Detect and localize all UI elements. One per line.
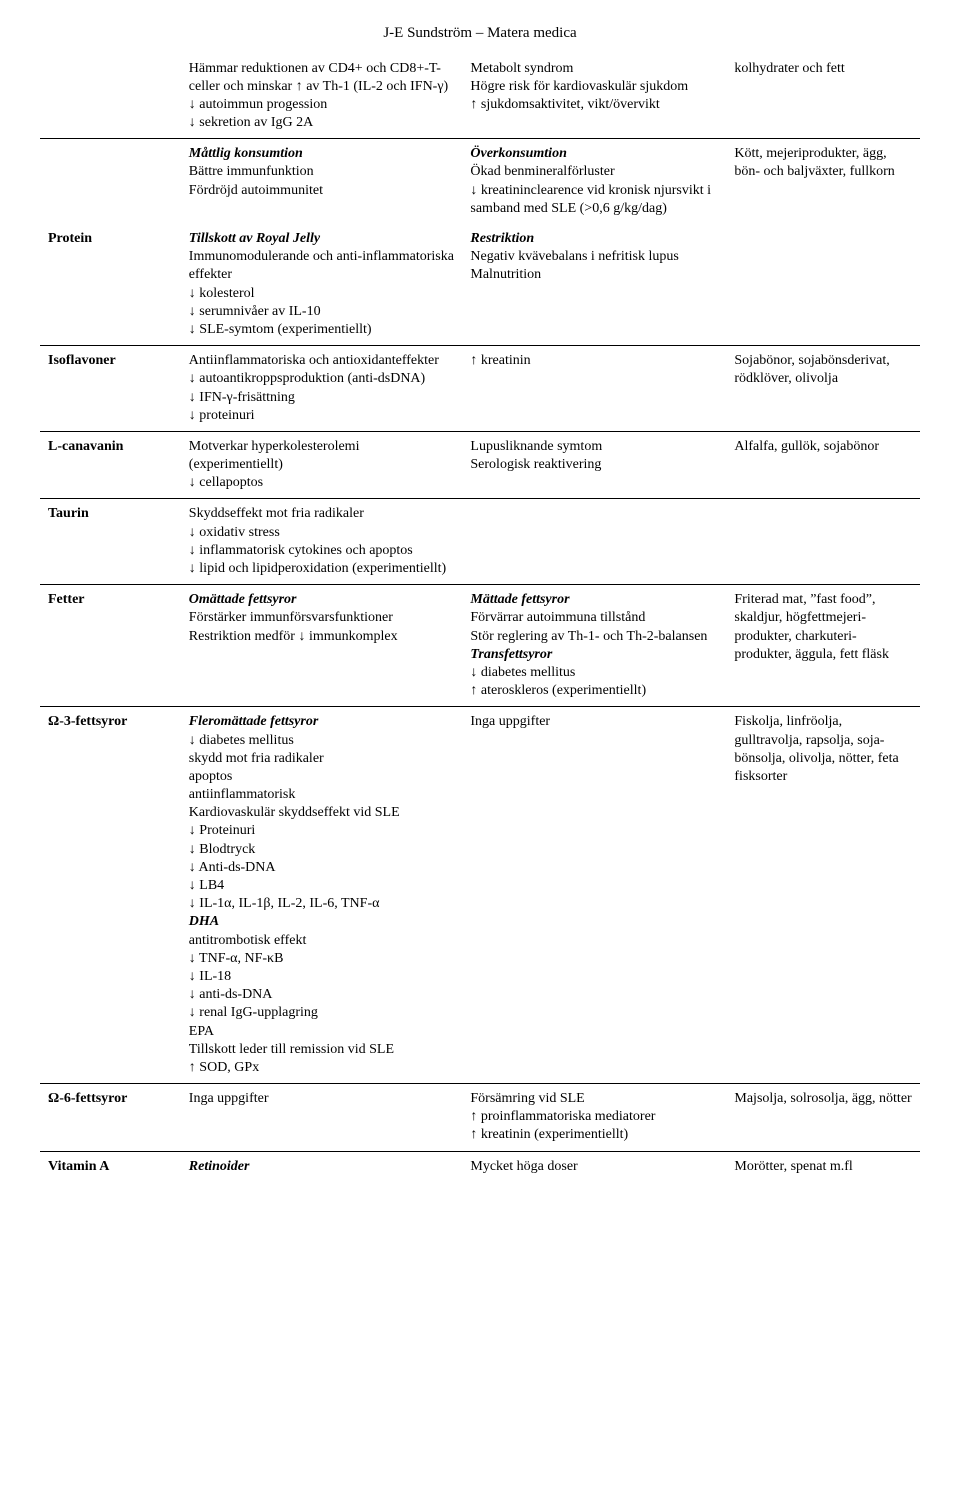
table-row: Hämmar reduktionen av CD4+ och CD8+-T-ce… bbox=[40, 54, 920, 139]
cell-content: Hämmar reduktionen av CD4+ och CD8+-T-ce… bbox=[189, 60, 455, 133]
cell-content: Mycket höga doser bbox=[470, 1158, 718, 1176]
cell-content: Alfalfa, gullök, sojabönor bbox=[734, 438, 912, 456]
table-cell: Sojabönor, sojabönsderivat, rödklöver, o… bbox=[726, 346, 920, 432]
table-cell: Protein bbox=[40, 224, 181, 346]
table-row: Vitamin A Retinoider Mycket höga doser Morö… bbox=[40, 1151, 920, 1182]
table-cell: Inga uppgifter bbox=[462, 707, 726, 1084]
cell-content: L-canavanin bbox=[48, 438, 173, 456]
table-cell: Mättade fettsyror Förvärrar autoimmuna t… bbox=[462, 585, 726, 707]
table-cell: Fiskolja, linfröolja, gulltravolja, raps… bbox=[726, 707, 920, 1084]
cell-content: Protein bbox=[48, 230, 173, 248]
cell-content: Skyddseffekt mot fria radikaler ↓ oxidat… bbox=[189, 505, 455, 578]
cell-content: ↑ kreatinin bbox=[470, 352, 718, 370]
table-cell bbox=[40, 139, 181, 224]
table-cell: Morötter, spenat m.fl bbox=[726, 1151, 920, 1182]
cell-content: Friterad mat, ”fast food”, skaldjur, hög… bbox=[734, 591, 912, 664]
cell-content: Inga uppgifter bbox=[470, 713, 718, 731]
cell-content: Överkonsumtion Ökad benmineralförluster … bbox=[470, 145, 718, 218]
cell-content: Retinoider bbox=[189, 1158, 455, 1176]
cell-content: Isoflavoner bbox=[48, 352, 173, 370]
cell-content: Motverkar hyperkolesterolemi (experiment… bbox=[189, 438, 455, 493]
table-cell: Omättade fettsyror Förstärker immunförsv… bbox=[181, 585, 463, 707]
table-cell: Motverkar hyperkolesterolemi (experiment… bbox=[181, 431, 463, 499]
table-cell: Fleromättade fettsyror ↓ diabetes mellit… bbox=[181, 707, 463, 1084]
cell-content: Mättade fettsyror Förvärrar autoimmuna t… bbox=[470, 591, 718, 700]
table-cell: Metabolt syndrom Högre risk för kardiova… bbox=[462, 54, 726, 139]
table-cell bbox=[726, 224, 920, 346]
table-cell: Antiinflammatoriska och antioxidanteffek… bbox=[181, 346, 463, 432]
table-cell: Isoflavoner bbox=[40, 346, 181, 432]
table-row: Protein Tillskott av Royal Jelly Immunomo… bbox=[40, 224, 920, 346]
table-cell bbox=[462, 499, 726, 585]
cell-content: Restriktion Negativ kvävebalans i nefrit… bbox=[470, 230, 718, 285]
table-cell: kolhydrater och fett bbox=[726, 54, 920, 139]
cell-content: Antiinflammatoriska och antioxidanteffek… bbox=[189, 352, 455, 425]
table-cell: Ω-3-fettsyror bbox=[40, 707, 181, 1084]
table-cell: Friterad mat, ”fast food”, skaldjur, hög… bbox=[726, 585, 920, 707]
table-cell: Taurin bbox=[40, 499, 181, 585]
table-cell: Alfalfa, gullök, sojabönor bbox=[726, 431, 920, 499]
table-cell: Hämmar reduktionen av CD4+ och CD8+-T-ce… bbox=[181, 54, 463, 139]
cell-content: Inga uppgifter bbox=[189, 1090, 455, 1108]
cell-content: Fleromättade fettsyror ↓ diabetes mellit… bbox=[189, 713, 455, 1077]
table-cell bbox=[40, 54, 181, 139]
cell-content: Kött, mejeriprodukter, ägg, bön- och bal… bbox=[734, 145, 912, 181]
page-root: J-E Sundström – Matera medica Hämmar red… bbox=[0, 0, 960, 1496]
table-cell: Överkonsumtion Ökad benmineralförluster … bbox=[462, 139, 726, 224]
table-cell: Skyddseffekt mot fria radikaler ↓ oxidat… bbox=[181, 499, 463, 585]
table-cell: Retinoider bbox=[181, 1151, 463, 1182]
table-row: Fetter Omättade fettsyror Förstärker immu… bbox=[40, 585, 920, 707]
cell-content: Ω-3-fettsyror bbox=[48, 713, 173, 731]
table-row: Ω-3-fettsyror Fleromättade fettsyror ↓ di… bbox=[40, 707, 920, 1084]
cell-content: Fetter bbox=[48, 591, 173, 609]
table-cell bbox=[726, 499, 920, 585]
cell-content: Omättade fettsyror Förstärker immunförsv… bbox=[189, 591, 455, 646]
table-cell: Kött, mejeriprodukter, ägg, bön- och bal… bbox=[726, 139, 920, 224]
cell-content: Tillskott av Royal Jelly Immunomoduleran… bbox=[189, 230, 455, 339]
table-cell: Måttlig konsumtion Bättre immunfunktion … bbox=[181, 139, 463, 224]
nutrients-table: Hämmar reduktionen av CD4+ och CD8+-T-ce… bbox=[40, 54, 920, 1182]
table-cell: Tillskott av Royal Jelly Immunomoduleran… bbox=[181, 224, 463, 346]
table-cell: Lupusliknande symtom Serologisk reaktive… bbox=[462, 431, 726, 499]
table-cell: Vitamin A bbox=[40, 1151, 181, 1182]
table-cell: Mycket höga doser bbox=[462, 1151, 726, 1182]
table-cell: L-canavanin bbox=[40, 431, 181, 499]
cell-content: kolhydrater och fett bbox=[734, 60, 912, 78]
table-row: Ω-6-fettsyror Inga uppgifter Försämring vi… bbox=[40, 1084, 920, 1152]
table-row: L-canavanin Motverkar hyperkolesterolemi … bbox=[40, 431, 920, 499]
table-cell: Fetter bbox=[40, 585, 181, 707]
table-row: Taurin Skyddseffekt mot fria radikaler ↓ … bbox=[40, 499, 920, 585]
cell-content: Fiskolja, linfröolja, gulltravolja, raps… bbox=[734, 713, 912, 786]
table-row: Måttlig konsumtion Bättre immunfunktion … bbox=[40, 139, 920, 224]
table-cell: Försämring vid SLE ↑ proinflammatoriska … bbox=[462, 1084, 726, 1152]
table-cell: ↑ kreatinin bbox=[462, 346, 726, 432]
cell-content: Morötter, spenat m.fl bbox=[734, 1158, 912, 1176]
cell-content: Taurin bbox=[48, 505, 173, 523]
table-cell: Majsolja, solrosolja, ägg, nötter bbox=[726, 1084, 920, 1152]
table-cell: Inga uppgifter bbox=[181, 1084, 463, 1152]
cell-content: Majsolja, solrosolja, ägg, nötter bbox=[734, 1090, 912, 1108]
table-cell: Restriktion Negativ kvävebalans i nefrit… bbox=[462, 224, 726, 346]
table-row: Isoflavoner Antiinflammatoriska och antio… bbox=[40, 346, 920, 432]
cell-content: Måttlig konsumtion Bättre immunfunktion … bbox=[189, 145, 455, 200]
cell-content: Sojabönor, sojabönsderivat, rödklöver, o… bbox=[734, 352, 912, 388]
cell-content: Metabolt syndrom Högre risk för kardiova… bbox=[470, 60, 718, 115]
table-cell: Ω-6-fettsyror bbox=[40, 1084, 181, 1152]
cell-content: Vitamin A bbox=[48, 1158, 173, 1176]
cell-content: Försämring vid SLE ↑ proinflammatoriska … bbox=[470, 1090, 718, 1145]
cell-content: Ω-6-fettsyror bbox=[48, 1090, 173, 1108]
cell-content: Lupusliknande symtom Serologisk reaktive… bbox=[470, 438, 718, 474]
page-title: J-E Sundström – Matera medica bbox=[40, 24, 920, 44]
